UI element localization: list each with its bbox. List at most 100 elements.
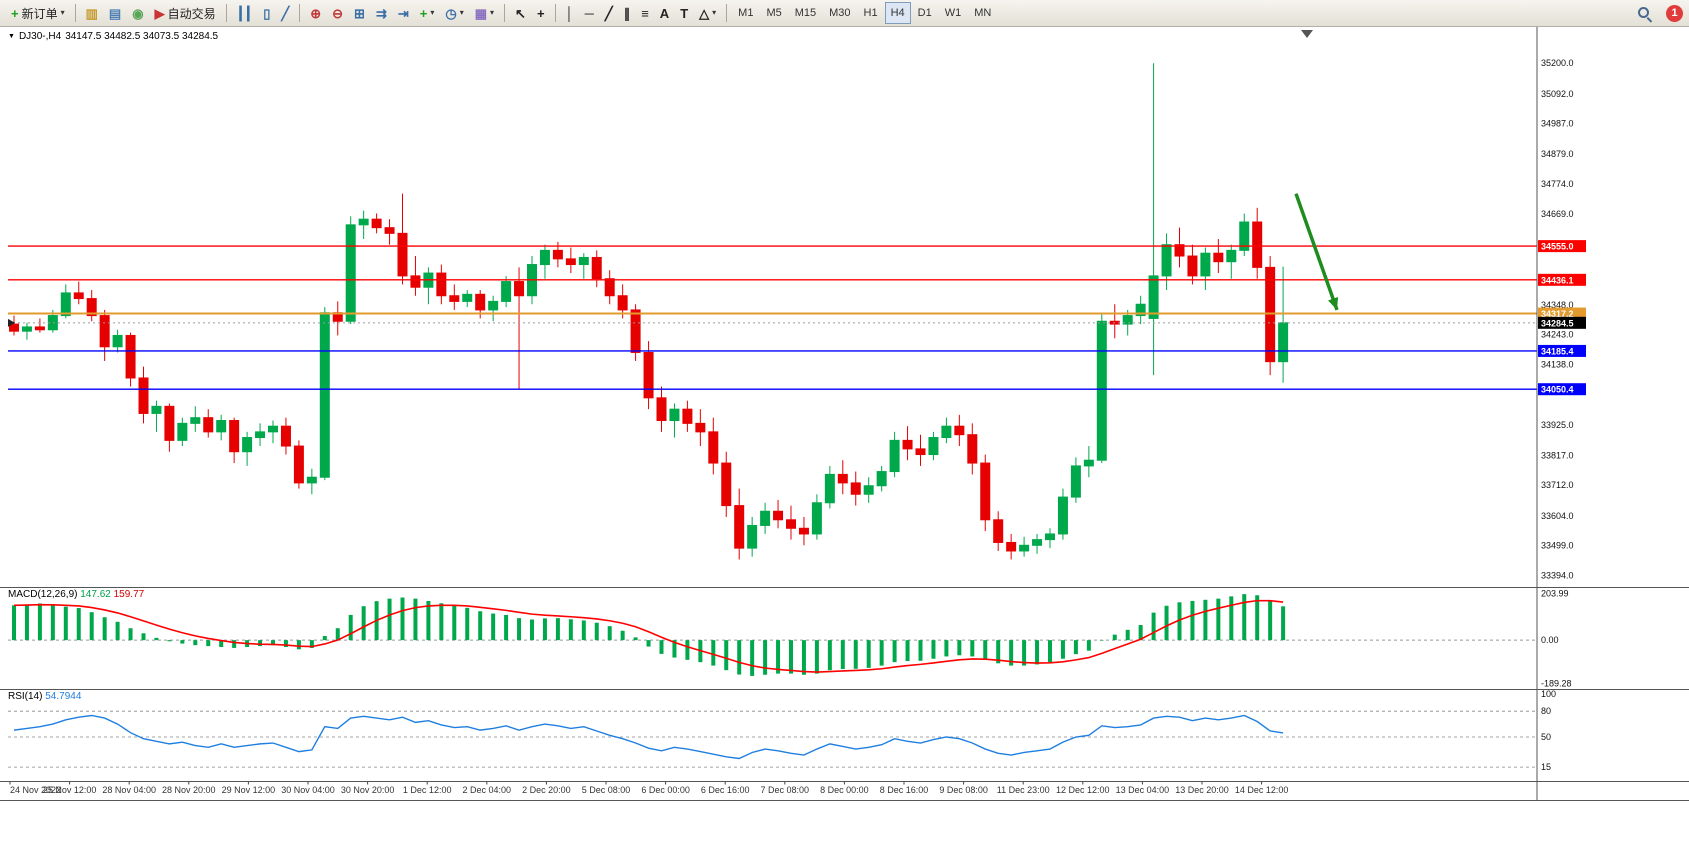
svg-text:28 Nov 04:00: 28 Nov 04:00 — [102, 785, 156, 795]
line-chart-button[interactable]: ╱ — [276, 2, 294, 24]
timeframe-h4-label: H4 — [890, 7, 905, 19]
rsi-line — [13, 714, 1284, 760]
macd-main-value: 147.62 — [80, 589, 111, 600]
svg-text:34555.0: 34555.0 — [1541, 242, 1574, 252]
timeframe-m15[interactable]: M15 — [789, 2, 822, 24]
auto-scroll-button[interactable]: ⇉ — [371, 2, 392, 24]
chart-shift-icon: ⇥ — [397, 5, 409, 21]
timeframe-w1-label: W1 — [944, 7, 962, 19]
panel-dividers — [0, 27, 1689, 801]
text-button[interactable]: A — [655, 2, 674, 24]
new-order-button-label: 新订单 — [21, 6, 58, 21]
bar-chart-button[interactable]: ┃┃ — [232, 2, 258, 24]
candles-layer — [9, 63, 1289, 560]
notification-badge[interactable]: 1 — [1666, 4, 1683, 22]
data-window-button[interactable]: ▤ — [104, 2, 126, 24]
caret-down-icon: ▾ — [490, 8, 495, 17]
timeframe-m1-label: M1 — [738, 7, 754, 19]
timeframe-mn-label: MN — [974, 7, 992, 19]
clock-icon: ◷ — [445, 5, 457, 21]
timeframe-d1[interactable]: D1 — [912, 2, 938, 24]
chart-collapse-arrow-icon[interactable]: ▼ — [8, 33, 15, 40]
main-toolbar: + 新订单 ▾ ▥ ▤ ◉ ▶ 自动交易 ┃┃ ▯ ╱ ⊕ ⊖ ⊞ ⇉ ⇥ + ▾ ◷ ▾ ▦ ▾ ↖ + │ ─ ╱ ∥ ≡ A T △ ▾ M… — [0, 0, 1689, 27]
cursor-button[interactable]: ↖ — [510, 2, 531, 24]
crosshair-button[interactable]: + — [532, 2, 550, 24]
svg-text:28 Nov 20:00: 28 Nov 20:00 — [162, 785, 216, 795]
vertical-line-icon: │ — [565, 5, 574, 21]
rsi-value: 54.7944 — [45, 691, 82, 702]
search-button[interactable] — [1631, 2, 1659, 24]
svg-text:30 Nov 20:00: 30 Nov 20:00 — [341, 785, 395, 795]
periods-button[interactable]: ◷ ▾ — [440, 2, 468, 24]
trendline-button[interactable]: ╱ — [600, 2, 618, 24]
zoom-out-button[interactable]: ⊖ — [327, 2, 348, 24]
terminal-button[interactable]: ◉ — [127, 2, 148, 24]
timeframe-d1-label: D1 — [917, 7, 932, 19]
tile-windows-icon: ⊞ — [354, 5, 365, 21]
rsi-name: RSI(14) — [8, 691, 43, 702]
label-button[interactable]: T — [675, 2, 693, 24]
candlestick-chart-button[interactable]: ▯ — [258, 2, 275, 24]
tile-windows-button[interactable]: ⊞ — [349, 2, 370, 24]
chart-shift-button[interactable]: ⇥ — [393, 2, 414, 24]
svg-text:12 Dec 12:00: 12 Dec 12:00 — [1056, 785, 1110, 795]
svg-text:24 Nov 2022: 24 Nov 2022 — [10, 785, 61, 795]
price-tag — [1538, 240, 1586, 253]
timeframe-m5[interactable]: M5 — [760, 2, 787, 24]
svg-text:6 Dec 00:00: 6 Dec 00:00 — [641, 785, 690, 795]
toolbar-separator — [74, 4, 76, 22]
templates-button[interactable]: ▦ ▾ — [470, 2, 499, 24]
svg-text:13 Dec 20:00: 13 Dec 20:00 — [1175, 785, 1229, 795]
svg-text:11 Dec 23:00: 11 Dec 23:00 — [997, 785, 1050, 795]
timeframe-h4[interactable]: H4 — [884, 2, 911, 24]
auto-scroll-icon: ⇉ — [375, 5, 387, 21]
vertical-line-button[interactable]: │ — [561, 2, 579, 24]
svg-text:34243.0: 34243.0 — [1541, 330, 1574, 340]
indicators-button[interactable]: + ▾ — [415, 2, 440, 24]
svg-text:33499.0: 33499.0 — [1541, 541, 1574, 551]
timeframe-m1[interactable]: M1 — [732, 2, 759, 24]
crosshair-icon: + — [536, 5, 545, 21]
arrow-annotation[interactable] — [1294, 193, 1339, 311]
svg-text:25 Nov 12:00: 25 Nov 12:00 — [43, 785, 97, 795]
timeframe-m30[interactable]: M30 — [823, 2, 856, 24]
zoom-in-button[interactable]: ⊕ — [305, 2, 326, 24]
fibonacci-button[interactable]: ≡ — [636, 2, 654, 24]
price-tag — [1538, 344, 1586, 357]
autotrading-button[interactable]: ▶ 自动交易 — [150, 2, 221, 24]
svg-text:33817.0: 33817.0 — [1541, 450, 1574, 460]
new-order-button[interactable]: + 新订单 ▾ — [6, 2, 70, 24]
toolbar-separator — [225, 4, 227, 22]
timeframe-m30-label: M30 — [829, 7, 851, 19]
timeframe-mn[interactable]: MN — [968, 2, 997, 24]
svg-text:8 Dec 00:00: 8 Dec 00:00 — [820, 785, 869, 795]
svg-text:35200.0: 35200.0 — [1541, 58, 1574, 68]
svg-text:100: 100 — [1541, 689, 1556, 699]
svg-text:15: 15 — [1541, 762, 1551, 772]
svg-text:33394.0: 33394.0 — [1541, 570, 1574, 580]
horizontal-line-button[interactable]: ─ — [580, 2, 599, 24]
rsi-panel: 100 80 50 15 — [8, 689, 1556, 772]
symbol-period-label: DJ30-,H4 — [18, 31, 62, 42]
macd-name: MACD(12,26,9) — [8, 589, 78, 600]
candlestick-icon: ▯ — [263, 5, 271, 21]
svg-text:2 Dec 20:00: 2 Dec 20:00 — [522, 785, 571, 795]
timeframe-h1-label: H1 — [863, 7, 878, 19]
toolbar-separator — [726, 4, 728, 22]
svg-text:14 Dec 12:00: 14 Dec 12:00 — [1235, 785, 1289, 795]
timeframe-h1[interactable]: H1 — [858, 2, 884, 24]
channel-button[interactable]: ∥ — [619, 2, 636, 24]
macd-panel: 203.99 0.00 -189.28 — [8, 588, 1572, 689]
timeframe-m5-label: M5 — [766, 7, 782, 19]
zoom-in-icon: ⊕ — [310, 5, 322, 21]
svg-text:34436.1: 34436.1 — [1541, 275, 1574, 285]
shapes-button[interactable]: △ ▾ — [694, 2, 721, 24]
caret-down-icon: ▾ — [430, 8, 435, 17]
chart-shift-marker[interactable] — [1301, 30, 1313, 38]
market-watch-button[interactable]: ▥ — [81, 2, 103, 24]
toolbar-separator — [299, 4, 301, 22]
timeframe-w1[interactable]: W1 — [939, 2, 968, 24]
